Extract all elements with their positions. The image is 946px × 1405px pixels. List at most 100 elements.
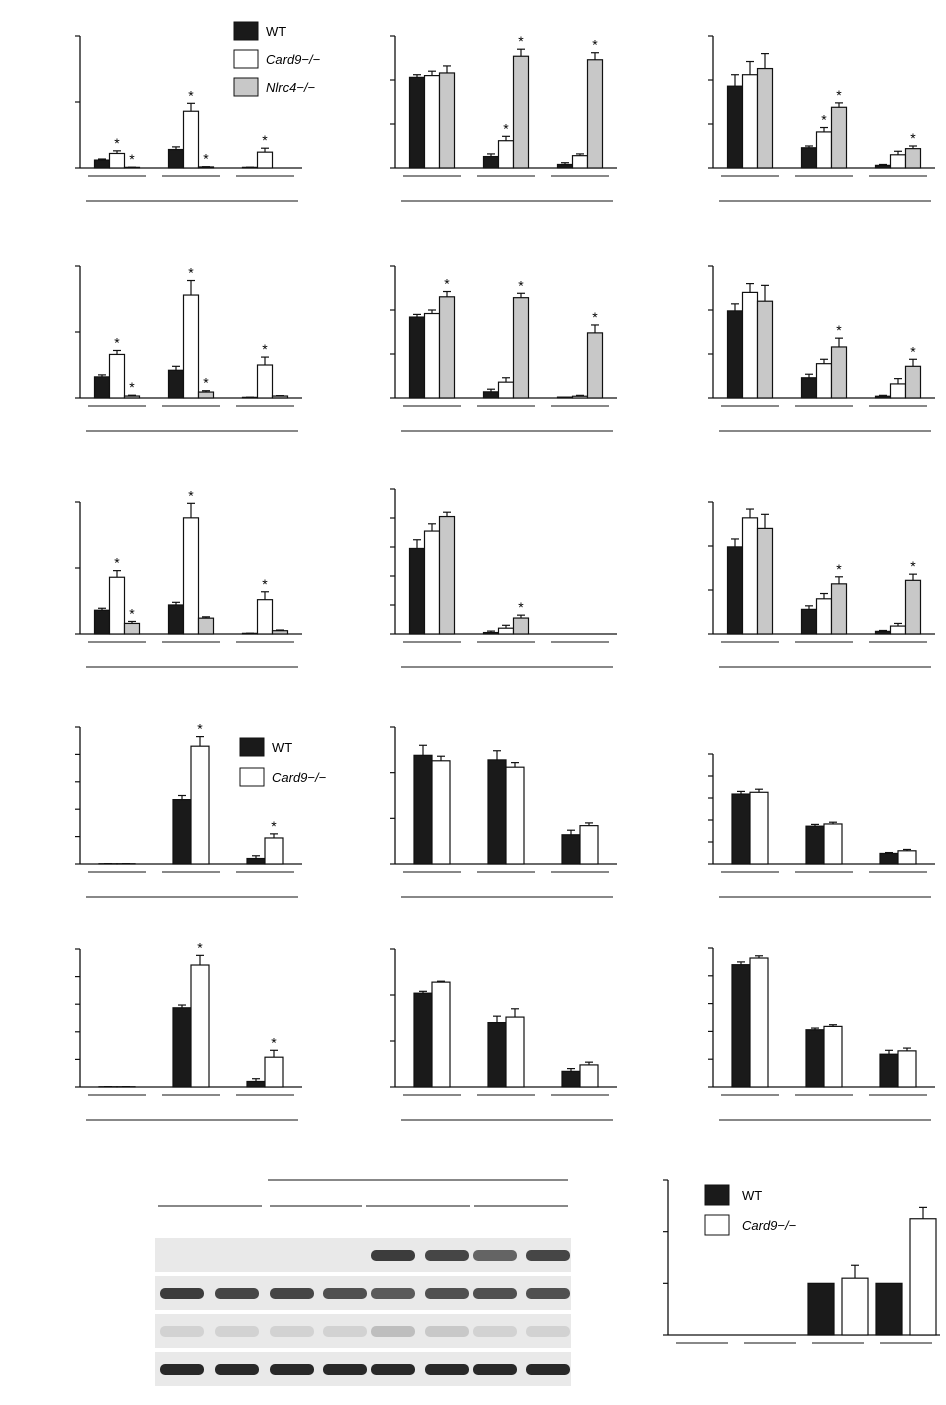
blot-band: [371, 1364, 415, 1375]
bar-nlrc4: [586, 59, 604, 169]
significance-star: *: [836, 561, 842, 577]
bar-wt: [408, 76, 426, 169]
chart-panel-l: [708, 753, 935, 898]
blot-band: [323, 1326, 367, 1337]
legend-layer: WT Card9−/− Nlrc4−/− WT Card9−/− WT Card…: [233, 21, 797, 1236]
bar-wt: [800, 147, 818, 169]
blot-band: [371, 1326, 415, 1337]
blot-band: [473, 1364, 517, 1375]
bar-card9: [823, 823, 843, 865]
bar-nlrc4: [123, 395, 141, 399]
blot-band: [425, 1250, 469, 1261]
bar-wt: [874, 395, 892, 399]
legend-label-card9: Card9−/−: [742, 1218, 797, 1233]
bar-nlrc4: [756, 527, 774, 635]
bar-card9: [264, 837, 284, 865]
bar-wt: [482, 155, 500, 169]
blot-band: [526, 1250, 570, 1261]
legend-swatch-wt: [239, 737, 265, 757]
legend-label-card9: Card9−/−: [266, 52, 321, 67]
blot-band: [526, 1364, 570, 1375]
bar-nlrc4: [904, 148, 922, 169]
bar-card9: [423, 312, 441, 399]
bar-card9: [505, 766, 525, 865]
bar-card9: [505, 1016, 525, 1088]
bar-wt: [246, 857, 266, 865]
bar-card9: [256, 364, 274, 399]
legend-swatch-card9: [239, 767, 265, 787]
bar-card9: [423, 74, 441, 169]
bar-wt: [874, 164, 892, 169]
bar-card9: [497, 627, 515, 635]
chart-panel-d: * * * * *: [75, 265, 302, 432]
significance-star: *: [836, 87, 842, 103]
chart-panel-m: **: [75, 939, 302, 1121]
bar-nlrc4: [197, 391, 215, 399]
chart-panel-k: [390, 726, 617, 898]
significance-star: *: [518, 599, 524, 615]
blot-band: [323, 1364, 367, 1375]
blot-band: [425, 1288, 469, 1299]
bar-wt: [408, 547, 426, 635]
bar-nlrc4: [756, 67, 774, 169]
bar-card9: [108, 353, 126, 399]
significance-star: *: [114, 135, 120, 151]
bar-wt: [879, 1053, 899, 1088]
bar-wt: [487, 1021, 507, 1088]
legend-swatch-wt: [233, 21, 259, 41]
bar-card9: [182, 110, 200, 169]
bar-wt: [482, 631, 500, 635]
bar-card9: [108, 576, 126, 635]
bar-nlrc4: [830, 583, 848, 635]
bar-wt: [561, 1070, 581, 1088]
bar-card9: [815, 598, 833, 635]
significance-star: *: [271, 1034, 277, 1050]
chart-panel-h: *: [390, 488, 617, 668]
blot-band: [425, 1364, 469, 1375]
significance-star: *: [129, 379, 135, 395]
bar-card9: [741, 74, 759, 169]
bar-card9: [431, 760, 451, 865]
significance-star: *: [262, 132, 268, 148]
bar-nlrc4: [904, 579, 922, 635]
bar-wt: [246, 1080, 266, 1088]
bar-card9: [264, 1056, 284, 1088]
blot-band: [270, 1364, 314, 1375]
legend-swatch-wt: [704, 1184, 730, 1206]
legend-three-series: WT Card9−/− Nlrc4−/−: [233, 21, 321, 97]
bar-card9: [423, 530, 441, 635]
significance-star: *: [444, 276, 450, 292]
significance-star: *: [592, 37, 598, 53]
bar-card9: [897, 850, 917, 865]
bar-wt: [172, 799, 192, 865]
legend-label-card9: Card9−/−: [272, 770, 327, 785]
significance-star: *: [518, 33, 524, 49]
bar-wt: [731, 793, 751, 865]
blot-band: [473, 1326, 517, 1337]
chart-panel-i: * *: [708, 501, 935, 668]
bar-wt: [93, 159, 111, 169]
blot-band: [473, 1250, 517, 1261]
bar-nlrc4: [271, 395, 289, 399]
legend-label-nlrc4: Nlrc4−/−: [266, 80, 316, 95]
bar-wt: [561, 834, 581, 865]
significance-star: *: [114, 334, 120, 350]
significance-star: *: [503, 120, 509, 136]
chart-panel-n: [390, 948, 617, 1121]
bar-card9: [190, 964, 210, 1088]
bar-wt: [93, 609, 111, 635]
legend-label-wt: WT: [266, 24, 286, 39]
bar-nlrc4: [830, 346, 848, 399]
bar-card9: [889, 383, 907, 399]
chart-panel-b: * * *: [390, 33, 617, 202]
significance-star: *: [910, 343, 916, 359]
charts-layer: ******* ********** ********** *****: [75, 33, 940, 1344]
bar-wt: [805, 825, 825, 865]
bar-card9: [741, 517, 759, 635]
bar-card9: [889, 625, 907, 635]
blot-band: [215, 1288, 259, 1299]
bar-wt: [556, 396, 574, 399]
bar-card9: [889, 154, 907, 169]
significance-star: *: [129, 151, 135, 167]
